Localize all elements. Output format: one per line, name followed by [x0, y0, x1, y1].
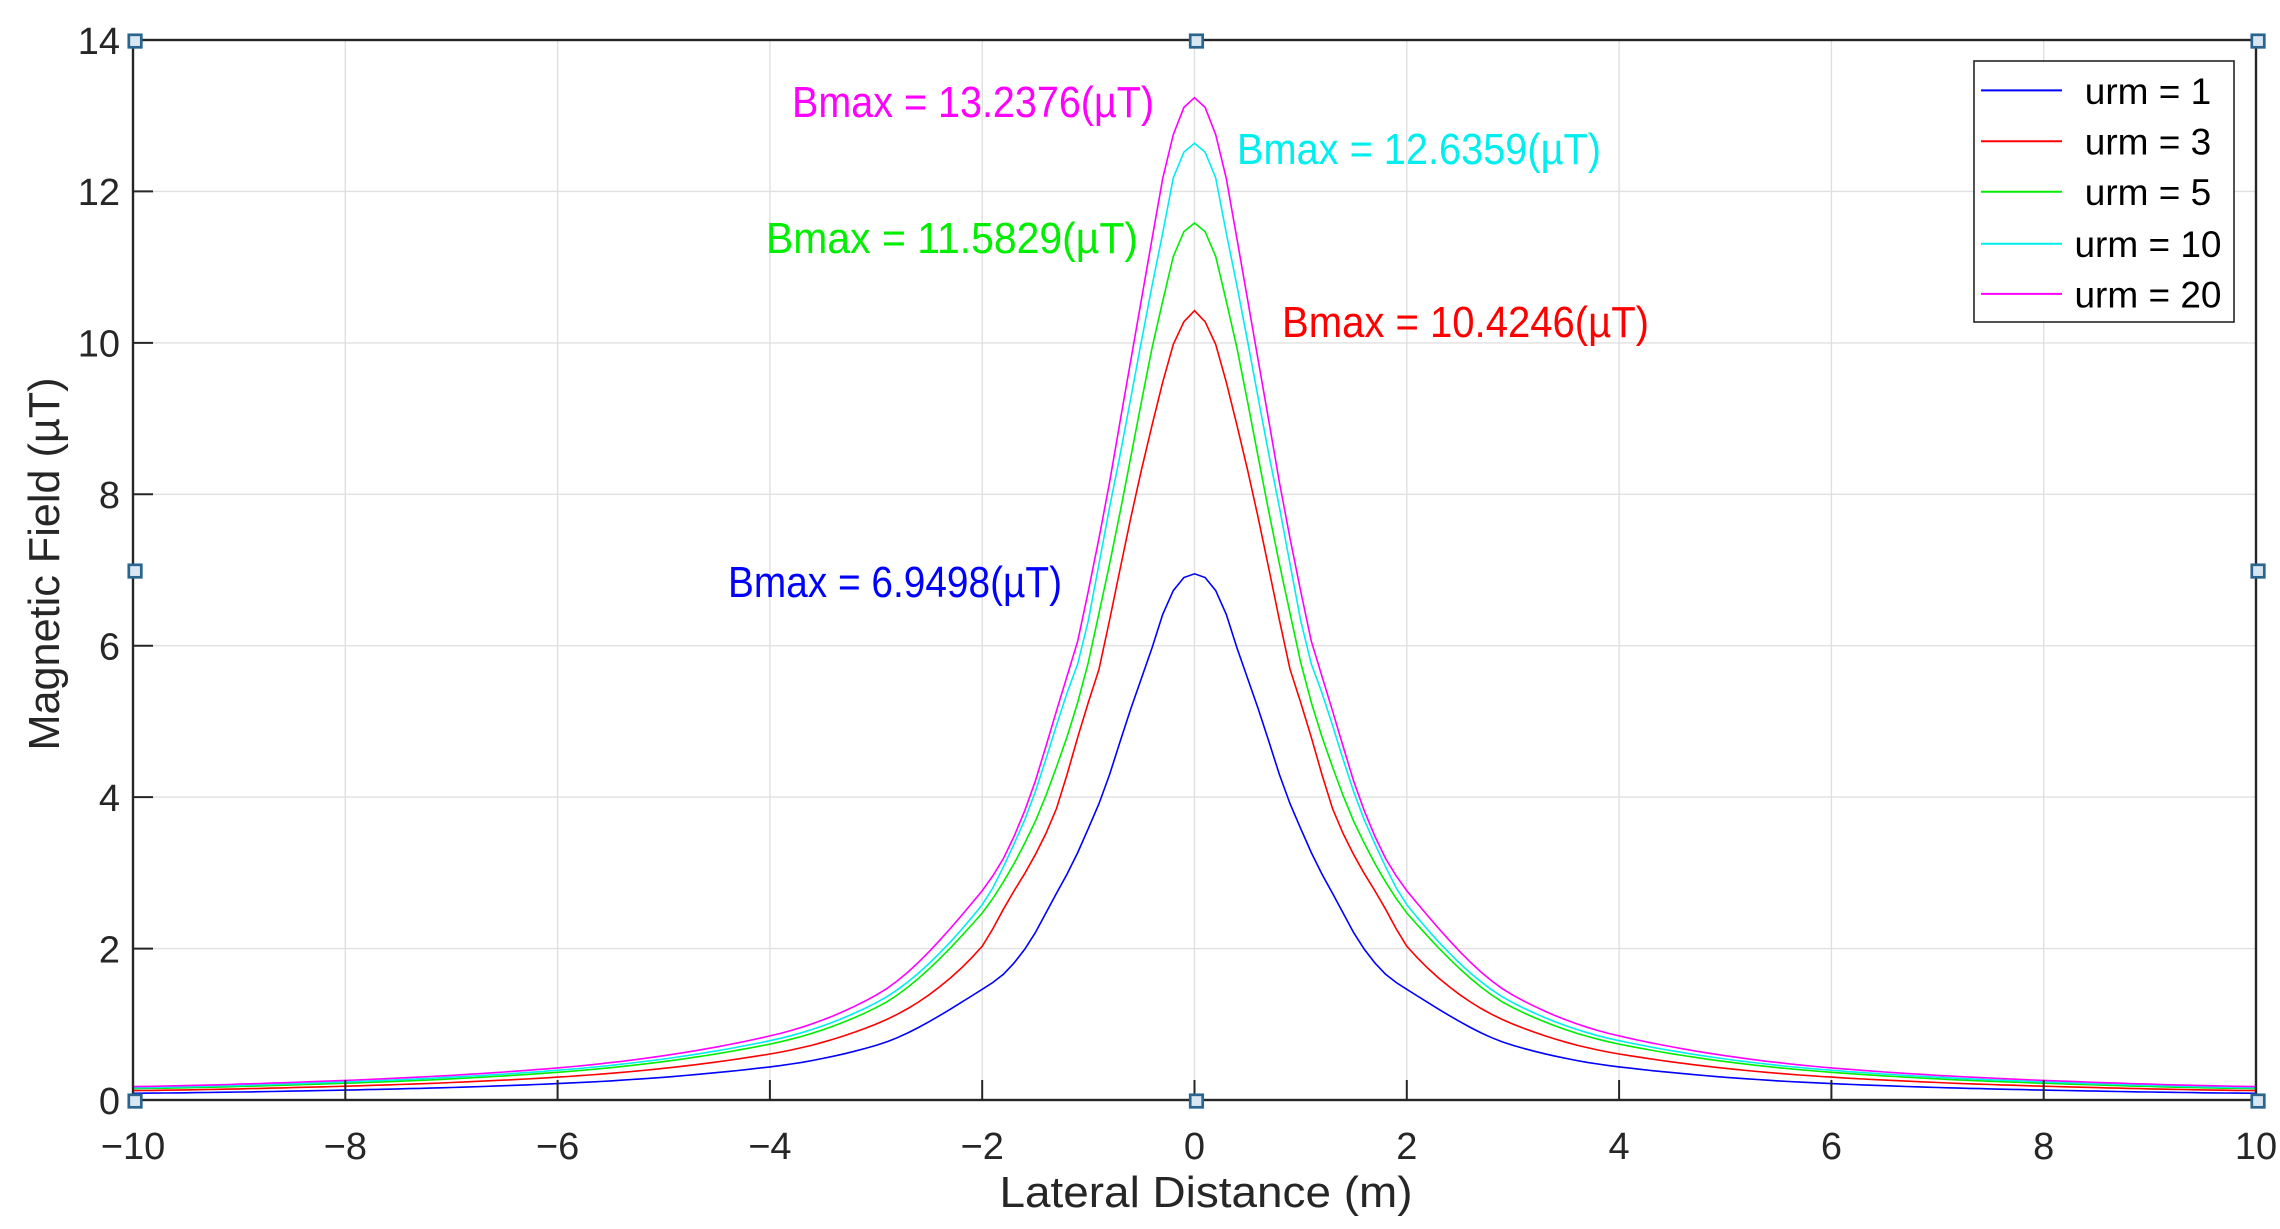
- svg-text:Bmax = 12.6359(µT): Bmax = 12.6359(µT): [1237, 125, 1601, 174]
- svg-text:urm = 5: urm = 5: [2085, 172, 2211, 213]
- svg-text:2: 2: [99, 929, 120, 971]
- svg-text:2: 2: [1396, 1126, 1417, 1168]
- svg-text:Bmax = 10.4246(µT): Bmax = 10.4246(µT): [1282, 298, 1649, 347]
- svg-text:−6: −6: [536, 1126, 579, 1168]
- svg-text:8: 8: [2033, 1126, 2054, 1168]
- svg-text:12: 12: [78, 172, 120, 214]
- svg-text:0: 0: [99, 1081, 120, 1123]
- svg-text:−8: −8: [324, 1126, 367, 1168]
- svg-text:urm = 10: urm = 10: [2074, 224, 2221, 265]
- svg-text:urm = 3: urm = 3: [2085, 122, 2211, 163]
- svg-text:Bmax = 11.5829(µT): Bmax = 11.5829(µT): [766, 214, 1138, 263]
- svg-text:4: 4: [99, 778, 120, 820]
- svg-text:Bmax = 13.2376(µT): Bmax = 13.2376(µT): [792, 78, 1154, 127]
- svg-text:14: 14: [78, 21, 120, 63]
- svg-text:urm = 1: urm = 1: [2085, 71, 2211, 112]
- svg-text:−4: −4: [748, 1126, 791, 1168]
- svg-text:0: 0: [1184, 1126, 1205, 1168]
- svg-text:10: 10: [2235, 1126, 2277, 1168]
- svg-text:8: 8: [99, 475, 120, 517]
- svg-text:urm = 20: urm = 20: [2074, 274, 2221, 315]
- svg-text:6: 6: [1821, 1126, 1842, 1168]
- svg-text:−2: −2: [961, 1126, 1004, 1168]
- svg-text:Lateral Distance (m): Lateral Distance (m): [1000, 1168, 1413, 1217]
- svg-text:4: 4: [1609, 1126, 1630, 1168]
- svg-text:Magnetic Field (µT): Magnetic Field (µT): [20, 378, 69, 751]
- svg-text:−10: −10: [101, 1126, 165, 1168]
- svg-text:Bmax = 6.9498(µT): Bmax = 6.9498(µT): [728, 558, 1062, 607]
- svg-text:6: 6: [99, 627, 120, 669]
- svg-text:10: 10: [78, 324, 120, 366]
